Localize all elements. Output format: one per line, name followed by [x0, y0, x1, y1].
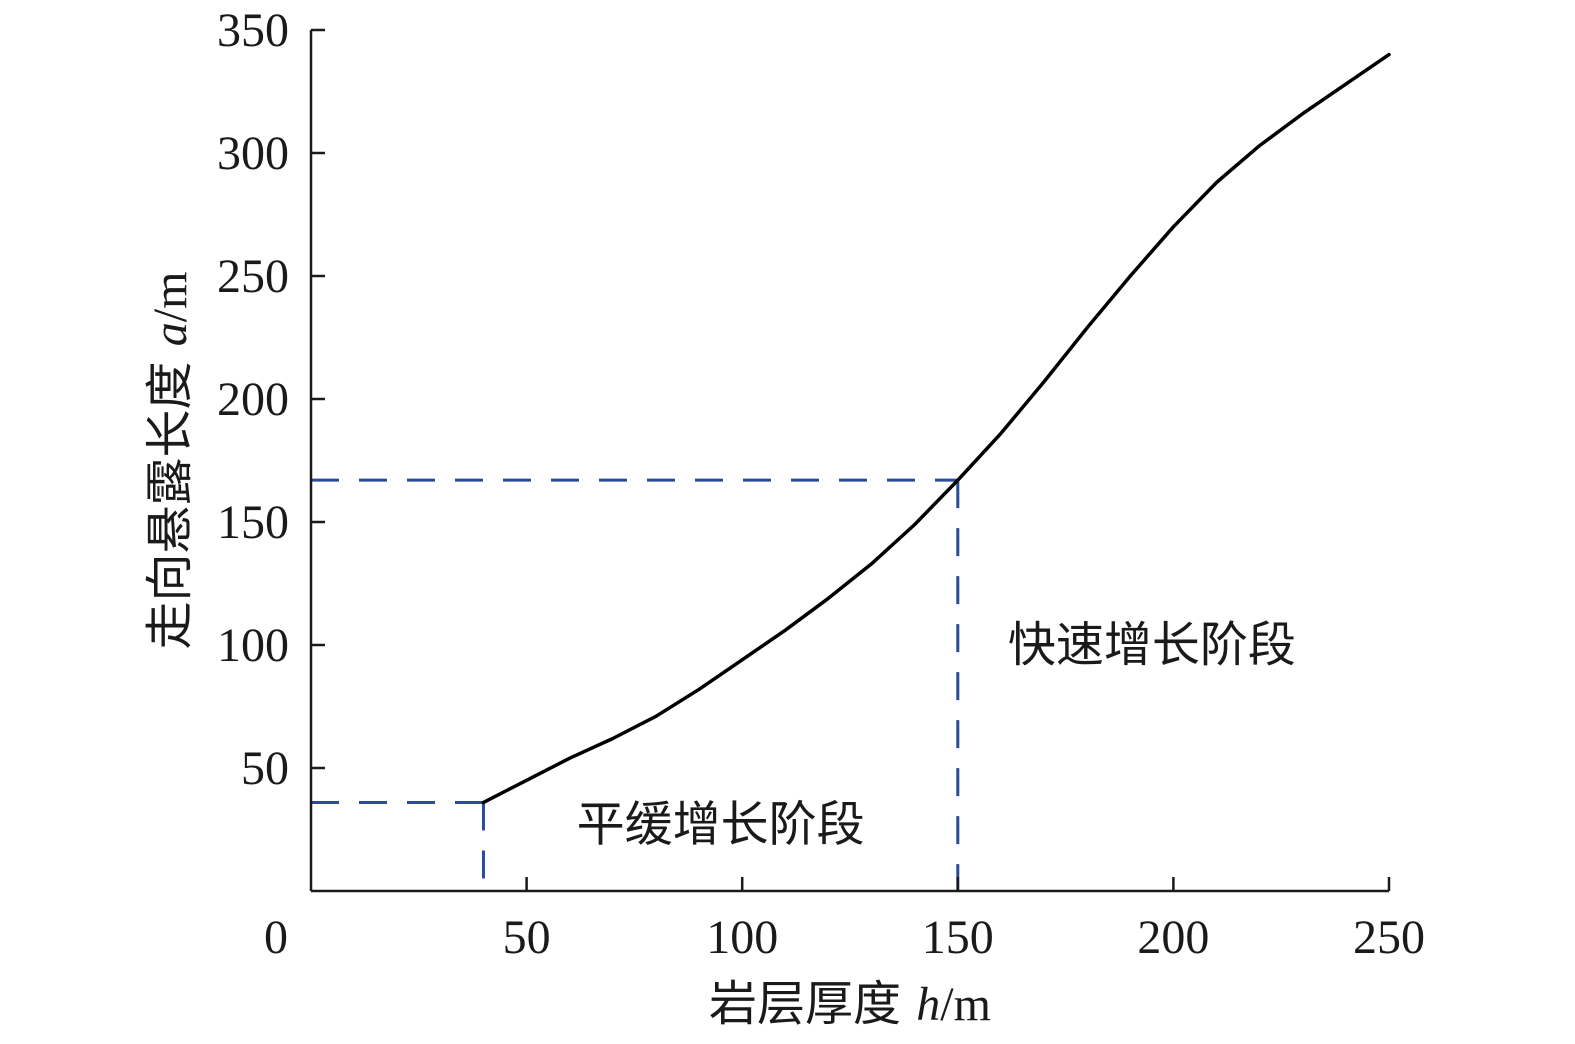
y-tick-label: 300	[217, 127, 289, 180]
y-tick-label: 150	[217, 496, 289, 549]
series-line	[481, 52, 1391, 805]
x-tick-label: 150	[922, 911, 994, 964]
y-tick-label: 250	[217, 250, 289, 303]
axes	[309, 30, 1389, 893]
reference-lines	[311, 478, 960, 891]
x-axis-title-var: h	[916, 978, 940, 1031]
origin-label: 0	[264, 911, 288, 964]
y-tick-label: 350	[217, 4, 289, 57]
annotation-label: 平缓增长阶段	[577, 797, 865, 853]
x-axis-title-text: 岩层厚度	[709, 976, 916, 1032]
ticks: 50 100 150 200 250 50 100 150 200 250 300 350	[217, 4, 1425, 964]
x-axis-title: 岩层厚度 h/m	[709, 976, 991, 1032]
x-axis-title-unit: /m	[940, 978, 991, 1031]
annotations: 平缓增长阶段 快速增长阶段	[577, 617, 1296, 853]
y-tick-label: 200	[217, 373, 289, 426]
y-axis-title-text: 走向悬露长度	[142, 346, 198, 649]
x-tick-label: 250	[1353, 911, 1425, 964]
y-axis-title-var: a	[144, 322, 197, 346]
x-tick-label: 100	[706, 911, 778, 964]
y-tick-label: 100	[217, 619, 289, 672]
y-axis-title-unit: /m	[144, 272, 197, 323]
y-axis-title: 走向悬露长度 a/m	[142, 272, 198, 650]
x-tick-label: 50	[503, 911, 551, 964]
x-tick-label: 200	[1137, 911, 1209, 964]
y-tick-label: 50	[241, 742, 289, 795]
series	[481, 52, 1391, 805]
annotation-label: 快速增长阶段	[1008, 617, 1296, 673]
